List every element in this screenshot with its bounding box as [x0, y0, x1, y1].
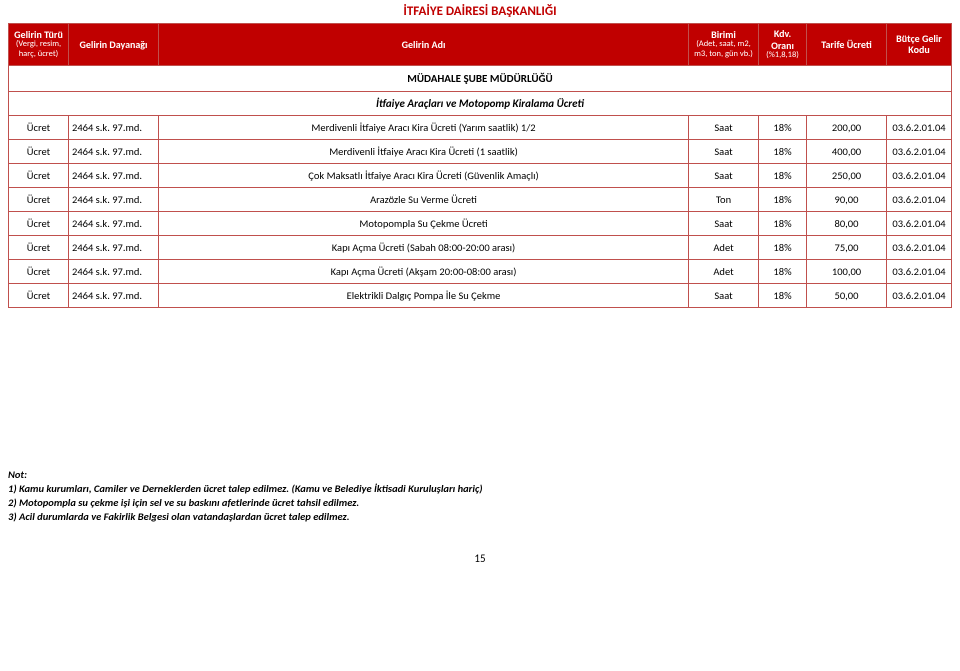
cell-kdv: 18%: [759, 115, 807, 139]
cell-turu: Ücret: [9, 235, 69, 259]
section-heading-row: MÜDAHALE ŞUBE MÜDÜRLÜĞÜ: [9, 65, 952, 91]
cell-birim: Saat: [689, 163, 759, 187]
cell-turu: Ücret: [9, 283, 69, 307]
cell-dayanak: 2464 s.k. 97.md.: [69, 259, 159, 283]
cell-adi: Çok Maksatlı İtfaiye Aracı Kira Ücreti (…: [159, 163, 689, 187]
tariff-table: Gelirin Türü (Vergi, resim, harç, ücret)…: [8, 23, 952, 308]
cell-tarife: 200,00: [807, 115, 887, 139]
note-line-3: 3) Acil durumlarda ve Fakirlik Belgesi o…: [8, 510, 952, 524]
cell-tarife: 400,00: [807, 139, 887, 163]
cell-kod: 03.6.2.01.04: [887, 283, 952, 307]
cell-birim: Saat: [689, 211, 759, 235]
table-row: Ücret 2464 s.k. 97.md. Kapı Açma Ücreti …: [9, 259, 952, 283]
cell-turu: Ücret: [9, 163, 69, 187]
col-dayanak-header: Gelirin Dayanağı: [69, 24, 159, 66]
col-turu-sublabel: (Vergi, resim, harç, ücret): [12, 40, 65, 60]
cell-dayanak: 2464 s.k. 97.md.: [69, 187, 159, 211]
page-container: İTFAİYE DAİRESİ BAŞKANLIĞI Gelirin Türü …: [0, 0, 960, 565]
cell-birim: Adet: [689, 235, 759, 259]
cell-birim: Saat: [689, 115, 759, 139]
cell-adi: Elektrikli Dalgıç Pompa İle Su Çekme: [159, 283, 689, 307]
cell-turu: Ücret: [9, 115, 69, 139]
cell-dayanak: 2464 s.k. 97.md.: [69, 115, 159, 139]
table-row: Ücret 2464 s.k. 97.md. Motopompla Su Çek…: [9, 211, 952, 235]
cell-adi: Merdivenli İtfaiye Aracı Kira Ücreti (1 …: [159, 139, 689, 163]
cell-tarife: 250,00: [807, 163, 887, 187]
col-turu-header: Gelirin Türü (Vergi, resim, harç, ücret): [9, 24, 69, 66]
cell-kdv: 18%: [759, 235, 807, 259]
cell-adi: Merdivenli İtfaiye Aracı Kira Ücreti (Ya…: [159, 115, 689, 139]
cell-birim: Saat: [689, 139, 759, 163]
table-row: Ücret 2464 s.k. 97.md. Merdivenli İtfaiy…: [9, 139, 952, 163]
cell-dayanak: 2464 s.k. 97.md.: [69, 163, 159, 187]
cell-birim: Saat: [689, 283, 759, 307]
col-kdv-header: Kdv. Oranı (%1,8,18): [759, 24, 807, 66]
subsection-heading: İtfaiye Araçları ve Motopomp Kiralama Üc…: [9, 91, 952, 115]
cell-adi: Motopompla Su Çekme Ücreti: [159, 211, 689, 235]
cell-tarife: 100,00: [807, 259, 887, 283]
col-kdv-label: Kdv. Oranı: [771, 27, 794, 52]
notes-heading: Not:: [8, 468, 952, 482]
page-title: İTFAİYE DAİRESİ BAŞKANLIĞI: [8, 4, 952, 19]
cell-adi: Arazözle Su Verme Ücreti: [159, 187, 689, 211]
note-line-1: 1) Kamu kurumları, Camiler ve Derneklerd…: [8, 482, 952, 496]
cell-kdv: 18%: [759, 163, 807, 187]
cell-kod: 03.6.2.01.04: [887, 259, 952, 283]
table-row: Ücret 2464 s.k. 97.md. Arazözle Su Verme…: [9, 187, 952, 211]
col-tarife-header: Tarife Ücreti: [807, 24, 887, 66]
cell-kod: 03.6.2.01.04: [887, 235, 952, 259]
cell-adi: Kapı Açma Ücreti (Akşam 20:00-08:00 aras…: [159, 259, 689, 283]
table-row: Ücret 2464 s.k. 97.md. Kapı Açma Ücreti …: [9, 235, 952, 259]
cell-kod: 03.6.2.01.04: [887, 211, 952, 235]
cell-tarife: 50,00: [807, 283, 887, 307]
cell-kod: 03.6.2.01.04: [887, 115, 952, 139]
subsection-heading-row: İtfaiye Araçları ve Motopomp Kiralama Üc…: [9, 91, 952, 115]
cell-turu: Ücret: [9, 259, 69, 283]
cell-kod: 03.6.2.01.04: [887, 163, 952, 187]
page-number: 15: [8, 552, 952, 565]
cell-dayanak: 2464 s.k. 97.md.: [69, 235, 159, 259]
table-row: Ücret 2464 s.k. 97.md. Elektrikli Dalgıç…: [9, 283, 952, 307]
cell-kod: 03.6.2.01.04: [887, 187, 952, 211]
cell-tarife: 75,00: [807, 235, 887, 259]
cell-dayanak: 2464 s.k. 97.md.: [69, 283, 159, 307]
cell-tarife: 80,00: [807, 211, 887, 235]
cell-birim: Ton: [689, 187, 759, 211]
cell-turu: Ücret: [9, 211, 69, 235]
col-birim-sublabel: (Adet, saat, m2, m3, ton, gün vb.): [692, 40, 755, 60]
cell-kdv: 18%: [759, 259, 807, 283]
cell-dayanak: 2464 s.k. 97.md.: [69, 139, 159, 163]
col-kod-header: Bütçe Gelir Kodu: [887, 24, 952, 66]
table-row: Ücret 2464 s.k. 97.md. Çok Maksatlı İtfa…: [9, 163, 952, 187]
cell-dayanak: 2464 s.k. 97.md.: [69, 211, 159, 235]
cell-turu: Ücret: [9, 187, 69, 211]
note-line-2: 2) Motopompla su çekme işi için sel ve s…: [8, 496, 952, 510]
cell-turu: Ücret: [9, 139, 69, 163]
cell-adi: Kapı Açma Ücreti (Sabah 08:00-20:00 aras…: [159, 235, 689, 259]
table-header: Gelirin Türü (Vergi, resim, harç, ücret)…: [9, 24, 952, 66]
col-adi-header: Gelirin Adı: [159, 24, 689, 66]
cell-kdv: 18%: [759, 211, 807, 235]
cell-birim: Adet: [689, 259, 759, 283]
notes-block: Not: 1) Kamu kurumları, Camiler ve Derne…: [8, 468, 952, 525]
col-kdv-sublabel: (%1,8,18): [762, 51, 803, 61]
cell-kdv: 18%: [759, 283, 807, 307]
cell-tarife: 90,00: [807, 187, 887, 211]
cell-kdv: 18%: [759, 187, 807, 211]
cell-kod: 03.6.2.01.04: [887, 139, 952, 163]
table-row: Ücret 2464 s.k. 97.md. Merdivenli İtfaiy…: [9, 115, 952, 139]
cell-kdv: 18%: [759, 139, 807, 163]
col-birim-header: Birimi (Adet, saat, m2, m3, ton, gün vb.…: [689, 24, 759, 66]
section-heading: MÜDAHALE ŞUBE MÜDÜRLÜĞÜ: [9, 65, 952, 91]
